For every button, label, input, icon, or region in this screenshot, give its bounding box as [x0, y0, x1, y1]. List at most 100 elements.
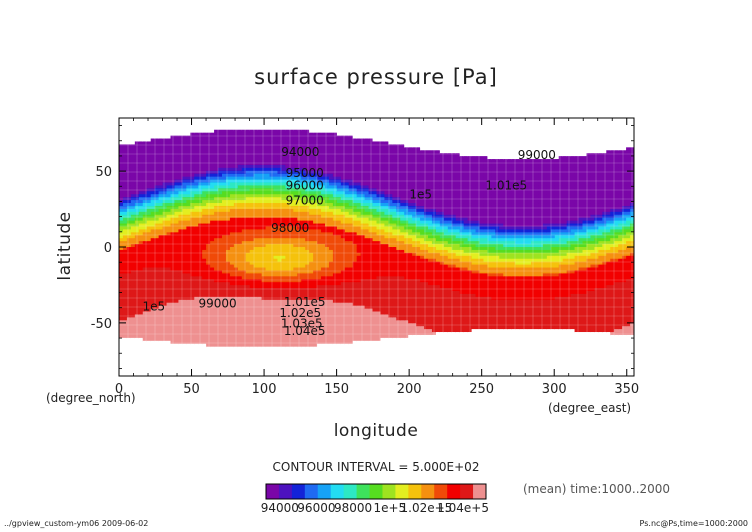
field-cell [210, 302, 215, 307]
field-cell [253, 334, 259, 339]
field-cell [162, 208, 168, 213]
field-cell [166, 120, 172, 125]
field-cell [214, 320, 219, 324]
field-cell [186, 343, 191, 348]
field-cell [210, 358, 215, 362]
field-cell [293, 129, 298, 134]
field-cell [166, 367, 172, 371]
field-cell [194, 132, 199, 137]
field-cell [225, 194, 231, 198]
field-cell [130, 358, 136, 362]
field-cell [186, 220, 191, 225]
field-cell [253, 156, 259, 160]
field-cell [154, 126, 160, 131]
field-cell [237, 173, 243, 178]
field-cell [257, 153, 263, 157]
field-cell [186, 153, 191, 157]
field-cell [257, 185, 263, 189]
field-cell [126, 203, 132, 207]
field-cell [194, 358, 199, 362]
field-cell [119, 276, 124, 280]
field-cell [154, 247, 160, 251]
field-cell [158, 159, 164, 163]
field-cell [222, 252, 227, 257]
field-cell [174, 332, 180, 336]
field-cell [154, 235, 160, 239]
field-cell [237, 141, 243, 145]
field-cell [265, 270, 271, 274]
field-cell [158, 364, 164, 368]
field-cell [265, 332, 271, 336]
field-cell [170, 247, 176, 251]
field-cell [281, 132, 286, 137]
field-cell [277, 273, 283, 277]
field-cell [229, 340, 235, 345]
field-cell [130, 252, 136, 257]
field-cell [130, 138, 136, 143]
field-cell [166, 299, 172, 304]
field-cell [174, 311, 180, 316]
field-cell [150, 279, 156, 283]
field-cell [150, 235, 156, 239]
field-cell [126, 258, 132, 263]
field-cell [265, 258, 271, 263]
field-cell [261, 235, 267, 239]
field-cell [214, 144, 219, 148]
field-cell [138, 308, 144, 313]
field-cell [249, 252, 255, 257]
field-cell [190, 188, 195, 192]
field-cell [265, 135, 271, 140]
field-cell [245, 367, 251, 371]
field-cell [285, 182, 290, 187]
field-cell [119, 343, 124, 348]
field-cell [182, 267, 187, 272]
field-cell [289, 129, 294, 134]
field-cell [134, 153, 140, 157]
field-cell [134, 337, 140, 342]
field-cell [150, 373, 156, 376]
field-cell [222, 349, 227, 354]
field-cell [257, 285, 263, 289]
field-cell [261, 179, 267, 184]
field-cell [154, 323, 160, 327]
field-cell [218, 329, 223, 333]
field-cell [206, 323, 211, 327]
field-cell [241, 279, 247, 283]
field-cell [178, 229, 183, 233]
field-cell [162, 129, 168, 134]
field-cell [170, 126, 176, 131]
field-cell [182, 247, 187, 251]
field-cell [214, 156, 219, 160]
field-cell [146, 337, 152, 342]
field-cell [265, 226, 271, 231]
field-cell [202, 296, 207, 301]
field-cell [225, 288, 231, 292]
field-cell [214, 232, 219, 236]
field-cell [210, 317, 215, 321]
field-cell [190, 191, 195, 195]
field-cell [178, 129, 183, 134]
field-cell [134, 147, 140, 151]
field-cell [225, 226, 231, 231]
field-cell [190, 299, 195, 304]
field-cell [122, 308, 128, 313]
field-cell [257, 176, 263, 181]
field-cell [174, 208, 180, 213]
field-cell [218, 282, 223, 286]
field-cell [233, 217, 239, 222]
field-cell [277, 276, 283, 280]
field-cell [182, 282, 187, 286]
field-cell [285, 285, 290, 289]
field-cell [225, 188, 231, 192]
field-cell [162, 364, 168, 368]
field-cell [237, 288, 243, 292]
field-cell [150, 126, 156, 131]
field-cell [249, 164, 255, 169]
field-cell [166, 226, 172, 231]
field-cell [166, 252, 172, 257]
field-cell [142, 200, 148, 204]
field-cell [253, 147, 259, 151]
field-cell [273, 358, 279, 362]
field-cell [198, 296, 203, 301]
field-cell [170, 323, 176, 327]
